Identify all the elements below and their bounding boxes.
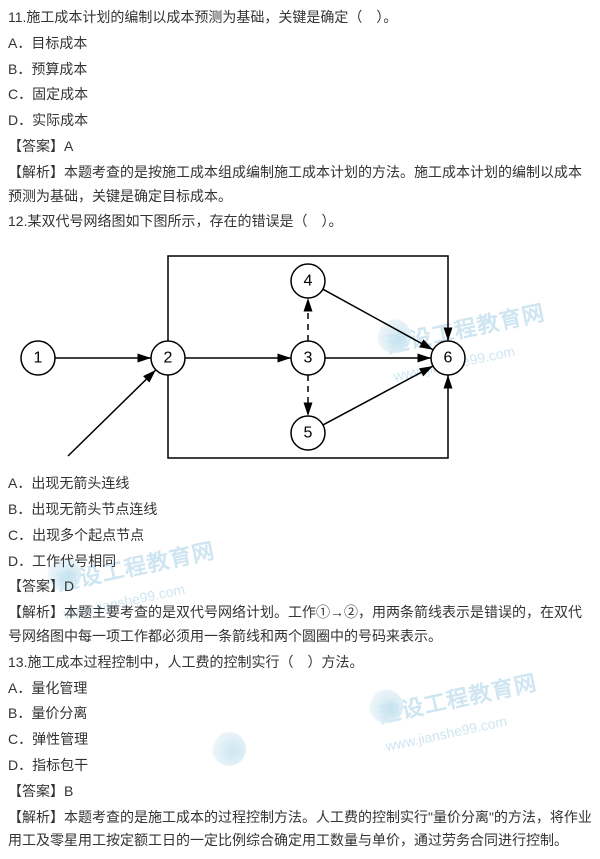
q12-answer: 【答案】D [8,575,592,599]
q13-analysis: 【解析】本题考查的是施工成本的过程控制方法。人工费的控制实行"量价分离"的方法，… [8,806,592,854]
q11-option-d: D．实际成本 [8,109,592,133]
svg-text:6: 6 [444,350,453,367]
svg-text:5: 5 [304,425,313,442]
q11-option-c: C．固定成本 [8,83,592,107]
q11-stem: 11.施工成本计划的编制以成本预测为基础，关键是确定（ ）。 [8,6,592,30]
q11-option-b: B．预算成本 [8,58,592,82]
q12-option-a: A．出现无箭头连线 [8,472,592,496]
q12-option-c: C．出现多个起点节点 [8,524,592,548]
svg-text:1: 1 [34,350,43,367]
q12-analysis: 【解析】本题主要考查的是双代号网络计划。工作①→②，用两条箭线表示是错误的，在双… [8,601,592,649]
q11-analysis: 【解析】本题考查的是按施工成本组成编制施工成本计划的方法。施工成本计划的编制以成… [8,161,592,209]
q12-option-b: B．出现无箭头节点连线 [8,498,592,522]
svg-text:2: 2 [164,350,173,367]
q13-option-b: B．量价分离 [8,702,592,726]
network-diagram: 1 2 3 4 5 6 [8,238,568,468]
q13-option-d: D．指标包干 [8,754,592,778]
svg-text:4: 4 [304,273,313,290]
q12-stem: 12.某双代号网络图如下图所示，存在的错误是（ ）。 [8,210,592,234]
q13-option-c: C．弹性管理 [8,728,592,752]
q13-option-a: A．量化管理 [8,677,592,701]
q13-stem: 13.施工成本过程控制中，人工费的控制实行（ ）方法。 [8,651,592,675]
q13-answer: 【答案】B [8,780,592,804]
q11-answer: 【答案】A [8,135,592,159]
svg-text:3: 3 [304,350,313,367]
q11-option-a: A．目标成本 [8,32,592,56]
q12-option-d: D．工作代号相同 [8,550,592,574]
